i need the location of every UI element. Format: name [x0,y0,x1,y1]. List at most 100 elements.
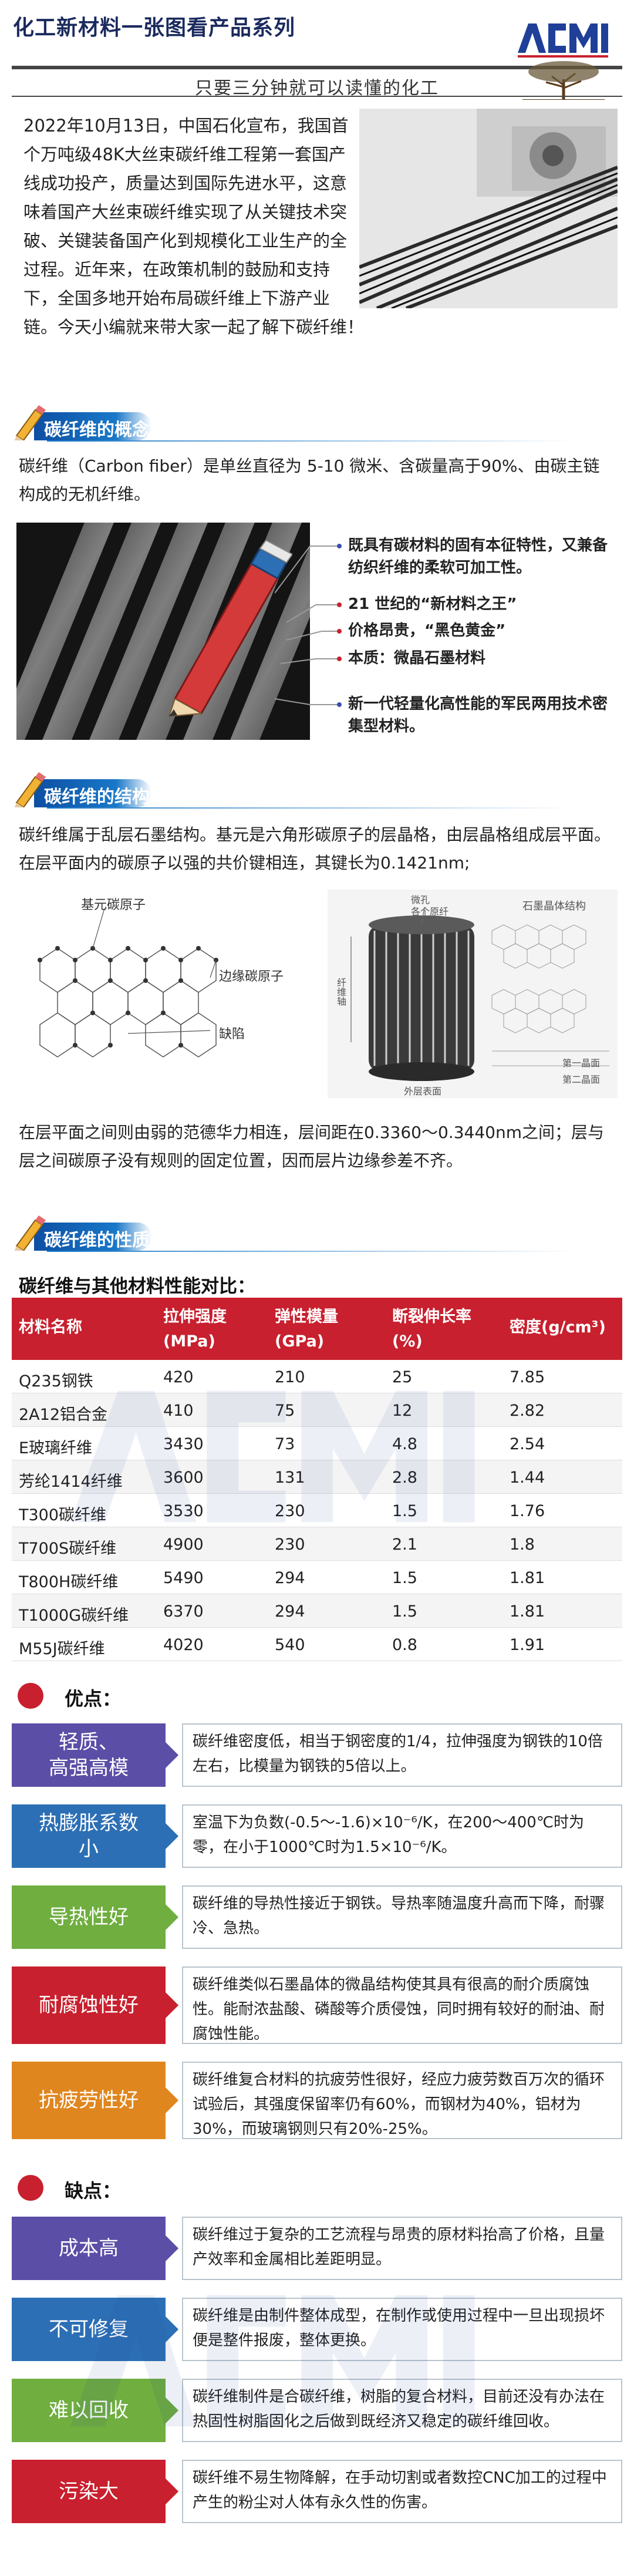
table-row: T800H碳纤维 5490 294 1.5 1.81 [12,1561,622,1594]
diagram-label-base-atom: 基元碳原子 [81,898,146,912]
diagram-label-edge-atom: 边缘碳原子 [219,969,284,984]
intro-paragraph: 2022年10月13日，中国石化宣布，我国首个万吨级48K大丝束碳纤维工程第一套… [23,112,611,342]
table-cell: 4.8 [392,1435,417,1453]
pros-tag-line: 小 [79,1837,99,1861]
table-row: M55J碳纤维 4020 540 0.8 1.91 [12,1628,622,1661]
pros-title: 优点： [65,1688,122,1710]
arrow-icon [166,2397,178,2423]
table-cell: 1.81 [510,1569,545,1587]
col-header-material: 材料名称 [19,1318,82,1336]
acmi-watermark [70,1390,475,1523]
concept-bullet-1: 既具有碳材料的固有本征特性，又兼备纺织纤维的柔软可加工性。 [348,537,608,577]
table-cell: 131 [275,1469,305,1487]
col-header-density: 密度(g/cm³) [510,1318,606,1336]
diagram-label-defect: 缺陷 [219,1027,245,1042]
table-cell: Q235钢铁 [19,1372,93,1390]
pros-item: 轻质、 高强高模 碳纤维密度低，相当于钢密度的1/4，拉伸强度为钢铁的10倍左右，比… [12,1723,622,1787]
table-cell: 3600 [163,1469,204,1487]
pros-item: 导热性好 碳纤维的导热性接近于钢铁。导热率随温度升高而下降，耐骤冷、急热。 [12,1885,622,1949]
table-cell: 420 [163,1368,194,1386]
pros-tag: 抗疲劳性好 [12,2062,178,2139]
arrow-icon [166,1992,178,2018]
pros-tag-line: 导热性好 [49,1905,129,1929]
pros-dot-icon [18,1683,43,1709]
table-cell: 2A12铝合金 [19,1406,108,1424]
col-header-modulus-line2: (GPa) [275,1332,325,1351]
structure-paragraph-2: 在层平面之间则由弱的范德华力相连，层间距在0.3360～0.3440nm之间；层… [19,1123,604,1170]
section-title-structure: 碳纤维的结构 [44,787,150,807]
cons-tag: 污染大 [12,2460,178,2523]
cons-tag-label: 不可修复 [49,2316,129,2342]
acmi-watermark-2 [70,2295,475,2427]
table-cell: 294 [275,1569,305,1587]
structure-figure: 基元碳原子 边缘碳原子 缺陷 [16,890,618,1098]
section-head-properties: 碳纤维的性质 [12,1215,575,1252]
pros-tag-line: 抗疲劳性好 [39,2089,139,2112]
table-row: E玻璃纤维 3430 73 4.8 2.54 [12,1427,622,1460]
pros-tag-line: 高强高模 [49,1756,129,1780]
arrow-icon [166,1904,178,1930]
pros-description: 碳纤维的导热性接近于钢铁。导热率随温度升高而下降，耐骤冷、急热。 [182,1885,622,1949]
concept-paragraph: 碳纤维（Carbon fiber）是单丝直径为 5-10 微米、含碳量高于90%… [19,456,600,504]
table-row: T700S碳纤维 4900 230 2.1 1.8 [12,1527,622,1561]
section-underline [47,440,575,442]
table-cell: 5490 [163,1569,204,1587]
table-cell: 芳纶1414纤维 [19,1473,123,1491]
table-cell: 1.91 [510,1636,545,1654]
section-underline [47,807,575,809]
diagram-label-first-plane: 第一晶面 [562,1058,601,1069]
table-row: 芳纶1414纤维 3600 131 2.8 1.44 [12,1460,622,1494]
concept-bullet-4: 本质：微晶石墨材料 [348,649,486,667]
section-underline [47,1251,575,1252]
table-cell: 1.5 [392,1502,417,1520]
cons-description: 碳纤维制件是合碳纤维，树脂的复合材料，目前还没有办法在热固性树脂固化之后做到既经… [182,2379,622,2442]
table-cell: 2.8 [392,1469,417,1487]
cons-description: 碳纤维过于复杂的工艺流程与昂贵的原材料抬高了价格，且量产效率和金属相比差距明显。 [182,2217,622,2280]
concept-bullet-2: 21 世纪的“新材料之王” [348,595,517,613]
table-cell: M55J碳纤维 [19,1640,105,1658]
pros-tag-line: 热膨胀系数 [39,1811,139,1835]
intro-text: 2022年10月13日，中国石化宣布，我国首个万吨级48K大丝束碳纤维工程第一套… [23,116,365,337]
cons-dot-icon [18,2175,43,2201]
section-title-concept: 碳纤维的概念 [44,420,150,440]
arrow-icon [166,1823,178,1849]
cons-description: 碳纤维不易生物降解，在手动切割或者数控CNC加工的过程中产生的粉尘对人体有永久性… [182,2460,622,2523]
concept-figure: 既具有碳材料的固有本征特性，又兼备纺织纤维的柔软可加工性。 21 世纪的“新材料… [16,523,618,740]
diagram-label-graphite: 石墨晶体结构 [522,900,586,912]
cons-tag: 成本高 [12,2217,178,2280]
table-cell: 210 [275,1368,305,1386]
table-cell: 230 [275,1502,305,1520]
cons-title: 缺点： [65,2180,122,2202]
concept-bullet-5: 新一代轻量化高性能的军民两用技术密集型材料。 [348,695,608,735]
carbon-weave-photo [16,523,310,740]
header-title: 化工新材料一张图看产品系列 [13,16,296,40]
table-cell: E玻璃纤维 [19,1439,93,1457]
table-cell: 4900 [163,1536,204,1554]
table-cell: 6370 [163,1602,204,1621]
diagram-label-surface: 外层表面 [404,1086,442,1097]
arrow-icon [166,1742,178,1768]
cons-tag-label: 成本高 [59,2235,119,2261]
cons-item: 难以回收 碳纤维制件是合碳纤维，树脂的复合材料，目前还没有办法在热固性树脂固化之后… [12,2379,622,2442]
table-cell: 2.82 [510,1402,545,1420]
pros-tag-line: 轻质、 [59,1730,119,1754]
cons-tag-label: 污染大 [59,2479,119,2504]
pros-tag-label: 耐腐蚀性好 [39,1992,139,2018]
table-cell: 3530 [163,1502,204,1520]
table-cell: 1.76 [510,1502,545,1520]
cons-tag-line: 难以回收 [49,2397,129,2423]
cons-tag-line: 不可修复 [49,2318,129,2341]
arrow-icon [166,2316,178,2342]
pencil-icon [14,1215,46,1251]
table-cell: 0.8 [392,1636,417,1654]
cons-tag-line: 污染大 [59,2480,119,2503]
table-cell: 1.44 [510,1469,545,1487]
table-cell: 4020 [163,1636,204,1654]
col-header-elongation-line2: (%) [392,1332,423,1351]
acmi-logo [518,23,608,58]
section-bar [34,779,151,807]
cons-tag: 难以回收 [12,2379,178,2442]
col-header-tensile-line2: (MPa) [163,1332,215,1351]
header-rule [12,66,622,69]
graphite-crystal-diagram [328,890,618,1098]
